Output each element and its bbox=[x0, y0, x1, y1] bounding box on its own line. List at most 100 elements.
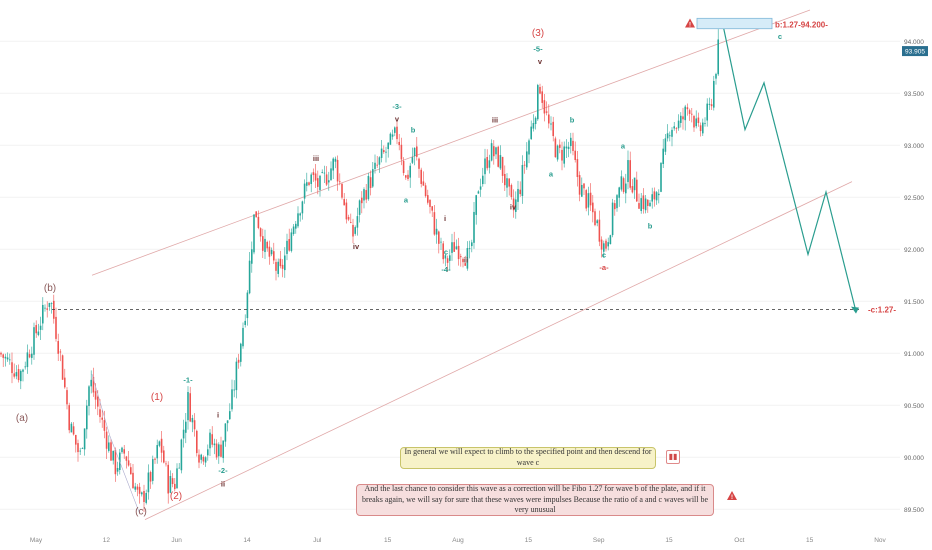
candle-body bbox=[264, 238, 266, 253]
candle-body bbox=[567, 146, 570, 150]
candle-body bbox=[312, 172, 315, 176]
candle-body bbox=[123, 449, 125, 454]
candle-body bbox=[284, 255, 286, 271]
candle-body bbox=[229, 411, 231, 420]
candle-body bbox=[191, 417, 194, 423]
candle-body bbox=[444, 255, 447, 259]
candle-body bbox=[666, 133, 669, 139]
note-fibo: And the last chance to consider this wav… bbox=[356, 484, 714, 516]
y-tick-label: 92.000 bbox=[904, 247, 924, 254]
candle-body bbox=[323, 172, 326, 174]
candle-body bbox=[697, 117, 700, 123]
bar-chart-icon[interactable]: ▮▮ bbox=[666, 450, 680, 464]
candle-body bbox=[35, 325, 37, 334]
candle-body bbox=[541, 91, 543, 103]
candle-body bbox=[363, 189, 365, 201]
trend-channel bbox=[91, 9, 853, 520]
candle-body bbox=[185, 421, 187, 433]
candle-body bbox=[596, 220, 598, 224]
x-tick-label: 15 bbox=[525, 537, 533, 544]
candle-body bbox=[132, 472, 134, 489]
candle-body bbox=[328, 180, 330, 183]
candle-body bbox=[224, 423, 227, 442]
candle-body bbox=[622, 178, 625, 192]
candle-body bbox=[97, 396, 99, 407]
candle-body bbox=[451, 242, 453, 253]
candle-body bbox=[464, 263, 466, 266]
candle-body bbox=[319, 175, 321, 190]
candle-body bbox=[143, 490, 145, 502]
candle-body bbox=[442, 243, 444, 260]
candle-body bbox=[686, 107, 689, 110]
candle-body bbox=[358, 200, 361, 215]
wave-label: (b) bbox=[44, 283, 56, 294]
y-tick-label: 93.000 bbox=[904, 143, 924, 150]
candle-body bbox=[237, 359, 240, 363]
candle-body bbox=[486, 156, 488, 169]
candle-body bbox=[466, 248, 469, 269]
candle-body bbox=[171, 478, 174, 485]
candle-body bbox=[636, 179, 638, 202]
candle-body bbox=[576, 159, 579, 177]
candle-body bbox=[501, 156, 504, 176]
candle-body bbox=[717, 39, 719, 75]
candle-body bbox=[517, 188, 519, 202]
x-tick-label: 12 bbox=[103, 537, 111, 544]
candle-body bbox=[534, 117, 537, 125]
x-tick-label: 14 bbox=[243, 537, 251, 544]
candle-body bbox=[343, 199, 345, 206]
candle-body bbox=[706, 103, 708, 121]
wave-label: iii bbox=[492, 115, 498, 124]
candle-body bbox=[248, 260, 251, 294]
candle-body bbox=[484, 158, 486, 175]
wave-label: iv bbox=[510, 203, 517, 212]
candle-body bbox=[614, 203, 616, 210]
wave-label: (2) bbox=[170, 491, 182, 502]
candle-body bbox=[303, 183, 306, 199]
candle-body bbox=[299, 213, 301, 216]
candle-body bbox=[369, 177, 372, 189]
wave-label: i bbox=[444, 214, 446, 223]
x-tick-label: Aug bbox=[452, 537, 464, 544]
candle-body bbox=[2, 354, 4, 358]
candle-body bbox=[33, 327, 35, 355]
candle-body bbox=[548, 114, 550, 124]
candle-body bbox=[699, 125, 702, 132]
wave-label: ii bbox=[221, 479, 225, 488]
candle-body bbox=[218, 444, 220, 457]
candle-body bbox=[453, 242, 455, 252]
candle-body bbox=[587, 193, 590, 208]
wave-label: a bbox=[404, 195, 409, 204]
candle-body bbox=[149, 472, 152, 482]
candle-body bbox=[136, 486, 139, 490]
candle-body bbox=[497, 146, 499, 167]
candle-body bbox=[125, 456, 128, 461]
y-tick-label: 91.500 bbox=[904, 299, 924, 306]
channel-lower bbox=[144, 181, 853, 520]
candle-body bbox=[116, 467, 119, 472]
wave-label: (a) bbox=[16, 413, 28, 424]
candle-body bbox=[275, 262, 277, 271]
candle-body bbox=[620, 176, 623, 190]
candle-body bbox=[94, 391, 97, 400]
candle-body bbox=[433, 212, 436, 235]
candle-body bbox=[193, 420, 196, 430]
candle-body bbox=[22, 369, 24, 372]
candle-body bbox=[50, 303, 53, 304]
candle-body bbox=[290, 232, 293, 251]
candle-body bbox=[594, 211, 596, 226]
candle-body bbox=[110, 442, 112, 461]
candle-body bbox=[127, 460, 130, 466]
candle-body bbox=[321, 172, 323, 173]
candle-body bbox=[677, 120, 680, 129]
wave-label: (3) bbox=[532, 28, 544, 39]
candle-body bbox=[688, 110, 691, 114]
candle-body bbox=[154, 458, 156, 460]
candle-body bbox=[240, 343, 242, 362]
wave-label: iii bbox=[313, 154, 319, 163]
candle-body bbox=[196, 430, 198, 454]
candle-body bbox=[640, 198, 642, 211]
candle-body bbox=[413, 147, 416, 157]
y-tick-label: 90.000 bbox=[904, 455, 924, 462]
